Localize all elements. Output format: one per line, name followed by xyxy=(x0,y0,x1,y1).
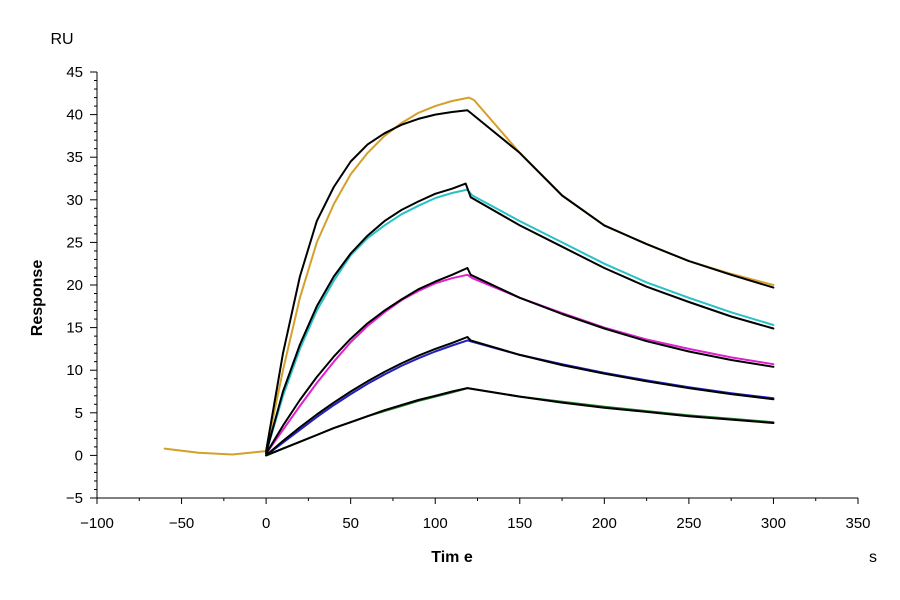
series-fit-3 xyxy=(265,267,775,455)
x-tick-label-7: 250 xyxy=(676,515,701,532)
x-tick-label-6: 200 xyxy=(592,515,617,532)
y-tick-label-7: 30 xyxy=(66,192,83,209)
x-tick-label-4: 100 xyxy=(423,515,448,532)
series-measured-2 xyxy=(265,188,775,454)
y-tick-label-8: 35 xyxy=(66,149,83,166)
y-unit-label: RU xyxy=(50,31,73,48)
y-tick-label-0: −5 xyxy=(66,490,83,507)
series-fit-5 xyxy=(265,387,775,457)
y-tick-label-3: 10 xyxy=(66,362,83,379)
y-tick-label-10: 45 xyxy=(66,64,83,81)
y-ticks: −5 0 5 10 15 20 25 30 35 40 45 xyxy=(66,64,97,507)
x-tick-label-1: −50 xyxy=(169,515,194,532)
y-tick-label-9: 40 xyxy=(66,107,83,124)
y-tick-label-2: 5 xyxy=(75,405,83,422)
x-tick-label-5: 150 xyxy=(507,515,532,532)
series-fit-1 xyxy=(265,109,775,453)
x-tick-label-2: 0 xyxy=(262,515,270,532)
y-tick-label-6: 25 xyxy=(66,234,83,251)
x-axis: −100 −50 0 50 100 150 200 250 300 350 xyxy=(80,497,871,532)
y-axis-title: Response xyxy=(29,260,46,337)
x-unit-label: s xyxy=(869,549,877,566)
series-measured-3 xyxy=(265,273,775,455)
x-axis-title: Tim e xyxy=(431,549,473,566)
series-fit-2 xyxy=(265,182,775,454)
y-axis: −5 0 5 10 15 20 25 30 35 40 45 xyxy=(66,64,98,507)
y-tick-label-5: 20 xyxy=(66,277,83,294)
x-tick-label-9: 350 xyxy=(845,515,870,532)
x-ticks: −100 −50 0 50 100 150 200 250 300 350 xyxy=(80,498,871,532)
series-layer xyxy=(163,96,775,457)
x-tick-label-8: 300 xyxy=(761,515,786,532)
y-tick-label-4: 15 xyxy=(66,320,83,337)
x-tick-label-3: 50 xyxy=(342,515,359,532)
series-fit-4 xyxy=(265,336,775,457)
x-tick-label-0: −100 xyxy=(80,515,114,532)
y-tick-label-1: 0 xyxy=(75,447,83,464)
